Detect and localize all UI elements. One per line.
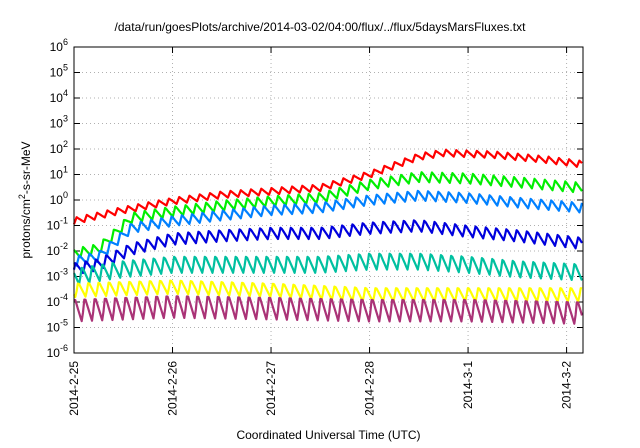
series-line-3 [73,189,584,267]
series-line-2 [73,171,583,259]
y-tick-label-exp: -4 [60,292,68,302]
y-tick-label-base: 10 [50,66,64,80]
y-tick-label-exp: 2 [63,139,68,149]
y-tick-label: 10-4 [47,292,68,309]
x-tick-label: 2014-3-2 [560,361,574,409]
y-tick-label-base: 10 [50,91,64,105]
y-tick-label-exp: -1 [60,216,68,226]
y-tick-label-base: 10 [47,219,61,233]
y-axis-label: protons/cm2-s-sr-MeV [17,141,33,258]
y-tick-label-exp: -5 [60,318,68,328]
y-tick-label-exp: -6 [60,343,68,353]
y-tick-label: 106 [50,37,68,54]
plot-frame [73,46,584,354]
y-tick-label: 10-1 [47,216,68,233]
x-tick-label: 2014-2-27 [264,361,278,416]
y-tick-label: 103 [50,114,68,131]
y-tick-label-base: 10 [50,40,64,54]
y-tick-label-exp: 4 [63,88,68,98]
y-tick-label-exp: -2 [60,241,68,251]
y-tick-label: 104 [50,88,68,105]
series-line-7 [73,295,584,325]
y-tick-label-base: 10 [47,244,61,258]
x-tick-label: 2014-2-25 [67,361,81,416]
y-tick-label-exp: 1 [63,165,68,175]
y-tick-label: 100 [50,190,68,207]
x-axis-label: Coordinated Universal Time (UTC) [236,428,421,442]
y-tick-label-base: 10 [50,117,64,131]
y-tick-label: 10-6 [47,343,68,360]
chart-title: /data/run/goesPlots/archive/2014-03-02/0… [114,20,526,34]
y-tick-label: 105 [50,63,68,80]
y-tick-label: 102 [50,139,68,156]
y-tick-label-base: 10 [47,295,61,309]
series-line-5 [73,252,584,286]
y-tick-label-base: 10 [50,193,64,207]
x-tick-label: 2014-3-1 [461,361,475,409]
y-tick-label: 101 [50,165,68,182]
y-tick-label: 10-2 [47,241,68,258]
y-tick-label-base: 10 [47,346,61,360]
y-tick-label: 10-5 [47,318,68,335]
series-line-1 [72,148,583,225]
x-tick-label: 2014-2-28 [363,361,377,416]
y-tick-label-base: 10 [50,142,64,156]
y-tick-label-exp: 0 [63,190,68,200]
series-line-4 [72,219,583,275]
y-tick-label-exp: -3 [60,267,68,277]
x-tick-label: 2014-2-26 [166,361,180,416]
y-axis-label-part: protons/cm [19,199,33,258]
y-tick-label-exp: 3 [63,114,68,124]
y-axis-label-part: -s-sr-MeV [19,141,33,194]
y-tick-label-base: 10 [47,321,61,335]
y-tick-label: 10-3 [47,267,68,284]
series-line-6 [73,279,583,303]
y-tick-label-exp: 6 [63,37,68,47]
y-tick-label-base: 10 [50,168,64,182]
y-tick-label-base: 10 [47,270,61,284]
y-axis-label-part: 2 [17,194,27,199]
y-tick-label-exp: 5 [63,63,68,73]
